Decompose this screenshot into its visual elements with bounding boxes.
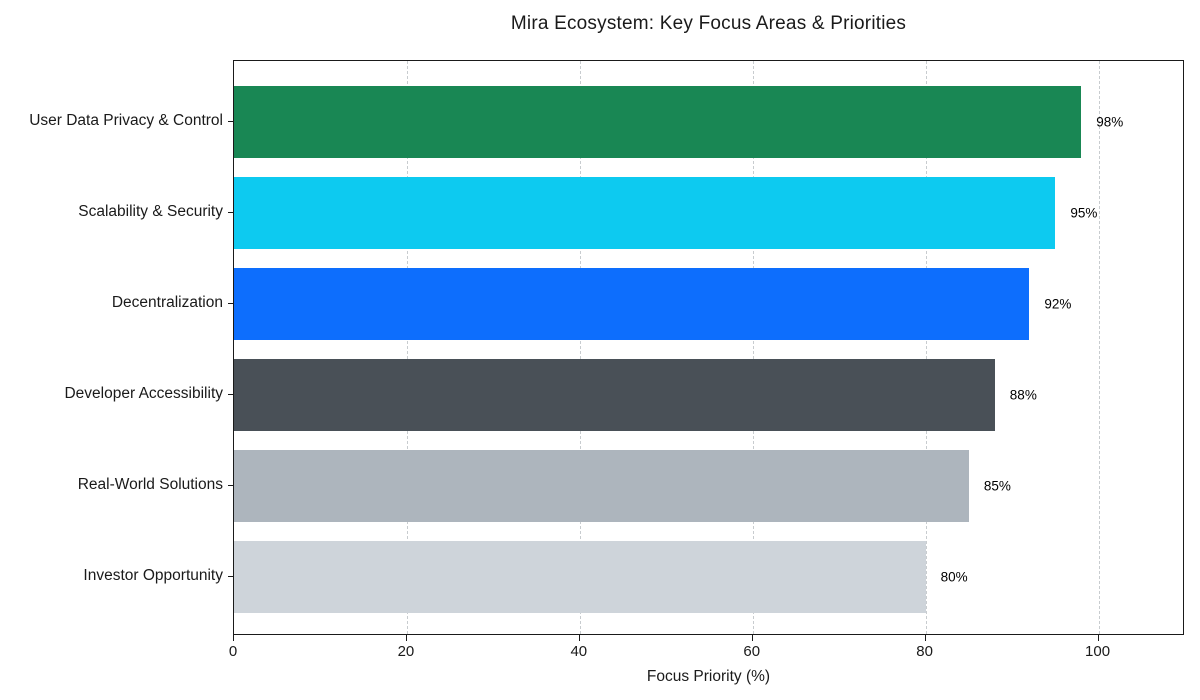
- x-tick-mark: [578, 635, 580, 641]
- bar-2: [234, 177, 1056, 249]
- x-tick-mark: [405, 635, 407, 641]
- x-tick-label: 0: [228, 643, 238, 660]
- bar-6: [234, 541, 926, 613]
- y-tick-mark: [228, 576, 233, 577]
- x-tick-label: 60: [743, 643, 761, 660]
- x-tick-mark: [1097, 635, 1099, 641]
- y-tick-label: Investor Opportunity: [83, 567, 223, 584]
- bar-value-label: 85%: [983, 478, 1011, 494]
- gridline-20: [406, 61, 408, 634]
- bar-1: [234, 86, 1082, 158]
- bar-value-label: 98%: [1096, 114, 1124, 130]
- bar-value-label: 80%: [940, 569, 968, 585]
- x-tick-mark: [751, 635, 753, 641]
- y-tick-mark: [228, 121, 233, 122]
- gridline-40: [579, 61, 581, 634]
- y-tick-mark: [228, 303, 233, 304]
- y-tick-label: Scalability & Security: [78, 203, 223, 220]
- x-tick-label: 80: [916, 643, 933, 660]
- gridline-100: [1098, 61, 1100, 634]
- y-tick-mark: [228, 485, 233, 486]
- y-tick-label: Real-World Solutions: [77, 476, 223, 493]
- x-tick-label: 40: [570, 643, 588, 660]
- chart-title: Mira Ecosystem: Key Focus Areas & Priori…: [510, 13, 907, 34]
- y-tick-label: User Data Privacy & Control: [29, 112, 223, 129]
- bar-4: [234, 359, 995, 431]
- bar-value-label: 95%: [1070, 205, 1098, 221]
- plot-area: 98% 95% 92% 88% 85% 80%: [233, 60, 1184, 635]
- bar-value-label: 92%: [1044, 296, 1072, 312]
- y-tick-label: Developer Accessibility: [64, 385, 223, 402]
- y-tick-mark: [228, 394, 233, 395]
- y-tick-label: Decentralization: [111, 294, 223, 311]
- y-tick-mark: [228, 212, 233, 213]
- bar-5: [234, 450, 969, 522]
- x-axis-title: Focus Priority (%): [646, 668, 771, 685]
- x-tick-label: 20: [397, 643, 415, 660]
- x-tick-label: 100: [1085, 643, 1111, 660]
- x-tick-mark: [924, 635, 926, 641]
- gridline-60: [752, 61, 754, 634]
- gridline-80: [925, 61, 927, 634]
- x-tick-mark: [233, 635, 234, 641]
- bar-3: [234, 268, 1030, 340]
- bar-value-label: 88%: [1009, 387, 1037, 403]
